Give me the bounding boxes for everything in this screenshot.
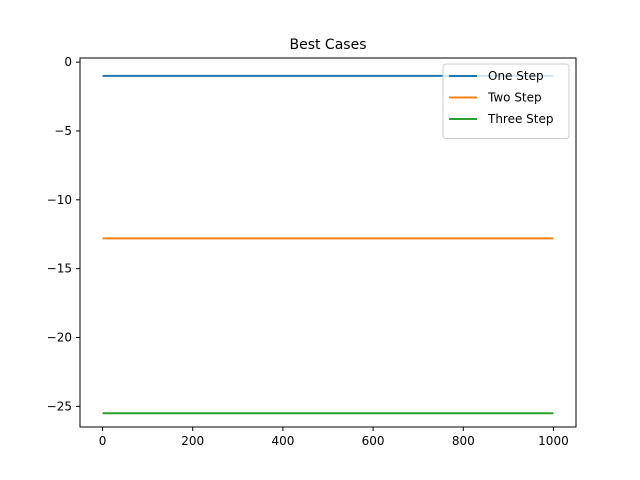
plot-area (79, 57, 577, 428)
legend-label: Three Step (487, 112, 554, 126)
x-tick-label: 600 (362, 434, 385, 448)
x-tick-label: 200 (181, 434, 204, 448)
y-axis: 0 −5 −10 −15 −20 −25 (47, 55, 80, 413)
y-tick-label: −15 (47, 262, 72, 276)
plot-frame (79, 57, 577, 428)
x-tick-label: 0 (99, 434, 107, 448)
legend-label: One Step (488, 69, 544, 83)
x-tick-label: 1000 (538, 434, 569, 448)
y-tick-label: −10 (47, 193, 72, 207)
x-tick-label: 800 (452, 434, 475, 448)
y-tick-label: −20 (47, 331, 72, 345)
y-tick-label: −25 (47, 399, 72, 413)
y-tick-label: 0 (64, 55, 72, 69)
x-tick-label: 400 (271, 434, 294, 448)
y-tick-label: −5 (54, 124, 72, 138)
x-axis: 0 200 400 600 800 1000 (99, 427, 569, 448)
legend-label: Two Step (487, 91, 542, 105)
legend: One Step Two Step Three Step (442, 63, 570, 139)
chart-title: Best Cases (289, 37, 366, 53)
